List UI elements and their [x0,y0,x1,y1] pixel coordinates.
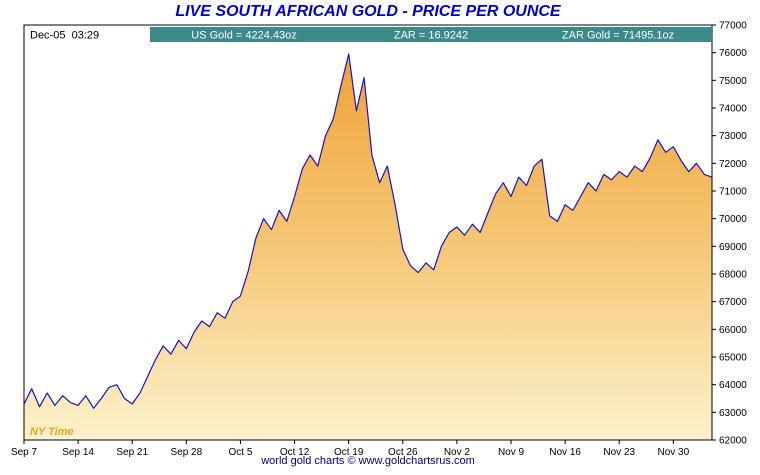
quote-bar [150,27,712,42]
y-tick-label: 69000 [719,242,747,253]
x-tick-label: Sep 7 [11,447,38,458]
footer-credit: world gold charts © www.goldchartsrus.co… [260,455,475,467]
zar-rate-quote: ZAR = 16.9242 [394,30,468,42]
y-tick-label: 67000 [719,297,747,308]
y-tick-label: 68000 [719,270,747,281]
datetime-label: Dec-05 03:29 [30,30,99,42]
y-tick-label: 64000 [719,380,747,391]
x-tick-label: Sep 14 [62,447,94,458]
y-tick-label: 66000 [719,325,747,336]
price-area-fill [24,54,712,440]
x-tick-label: Sep 21 [116,447,148,458]
x-tick-label: Nov 9 [498,447,525,458]
y-tick-label: 77000 [719,21,747,32]
x-tick-label: Nov 16 [549,447,581,458]
y-tick-label: 70000 [719,214,747,225]
y-tick-label: 65000 [719,353,747,364]
us-gold-quote: US Gold = 4224.43oz [191,30,297,42]
ny-time-label: NY Time [30,426,74,438]
x-tick-label: Sep 28 [170,447,202,458]
x-tick-label: Nov 30 [658,447,690,458]
y-tick-label: 63000 [719,408,747,419]
x-tick-label: Oct 19 [334,447,364,458]
y-tick-label: 71000 [719,187,747,198]
x-tick-label: Oct 26 [388,447,418,458]
y-axis: 62000 63000 64000 65000 66000 67000 68000 69000… [712,21,747,447]
price-line [23,53,713,409]
plot-frame [23,24,713,441]
y-tick-label: 76000 [719,48,747,59]
y-tick-label: 75000 [719,76,747,87]
y-tick-label: 62000 [719,436,747,447]
x-tick-label: Nov 23 [603,447,635,458]
page-title: LIVE SOUTH AFRICAN GOLD - PRICE PER OUNC… [175,3,562,20]
x-tick-label: Oct 12 [280,447,310,458]
x-tick-label: Nov 2 [444,447,471,458]
zar-gold-quote: ZAR Gold = 71495.1oz [562,30,674,42]
y-tick-label: 74000 [719,104,747,115]
y-tick-label: 73000 [719,131,747,142]
x-axis: Sep 7 Sep 14 Sep 21 Sep 28 Oct 5 Oct 12 Oct 19… [11,440,690,458]
x-tick-label: Oct 5 [228,447,252,458]
y-tick-label: 72000 [719,159,747,170]
